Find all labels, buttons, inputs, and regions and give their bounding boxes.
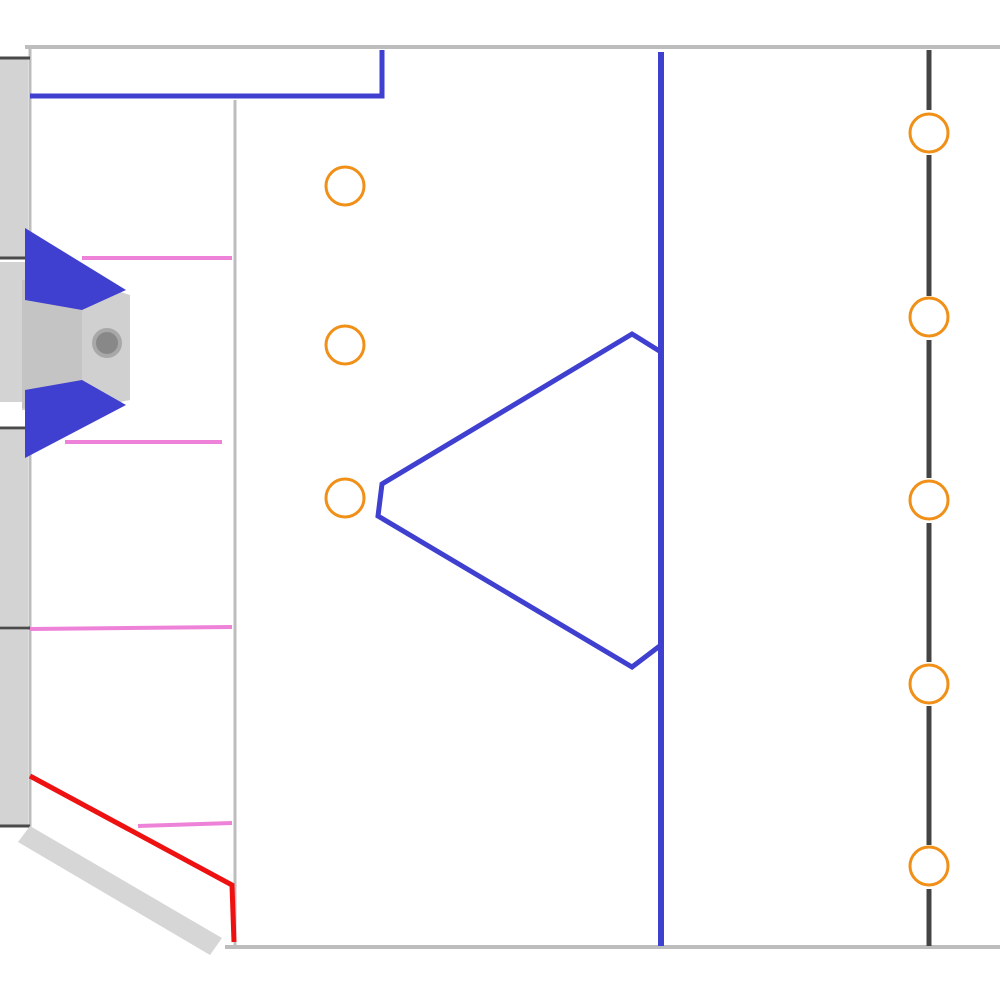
marker-circle [908, 479, 950, 521]
top-left-blue-box [30, 50, 385, 99]
bottom-left-ramp [18, 826, 222, 955]
marker-circle [908, 663, 950, 705]
goal-device [22, 228, 130, 458]
marker-circle [908, 845, 950, 887]
blue-triangle-zone [375, 331, 664, 671]
wall-block-3 [0, 430, 28, 626]
pink-line-3 [29, 625, 233, 631]
marker-circle [908, 112, 950, 154]
marker-column-right [908, 112, 950, 887]
upper-blue-wedge [25, 228, 126, 310]
wall-block-4 [0, 630, 28, 826]
lower-blue-wedge [25, 380, 126, 458]
outer-border [25, 45, 1000, 949]
device-knob-icon [92, 328, 122, 358]
marker-column-left [324, 165, 366, 519]
wall-block-1 [0, 58, 28, 258]
pink-line-4 [137, 821, 233, 828]
pink-lane-lines [29, 256, 233, 828]
marker-circle [324, 324, 366, 366]
marker-circle [908, 296, 950, 338]
left-wall [0, 56, 222, 955]
marker-circle [324, 477, 366, 519]
red-diagonal-line [28, 773, 237, 943]
marker-circle [324, 165, 366, 207]
